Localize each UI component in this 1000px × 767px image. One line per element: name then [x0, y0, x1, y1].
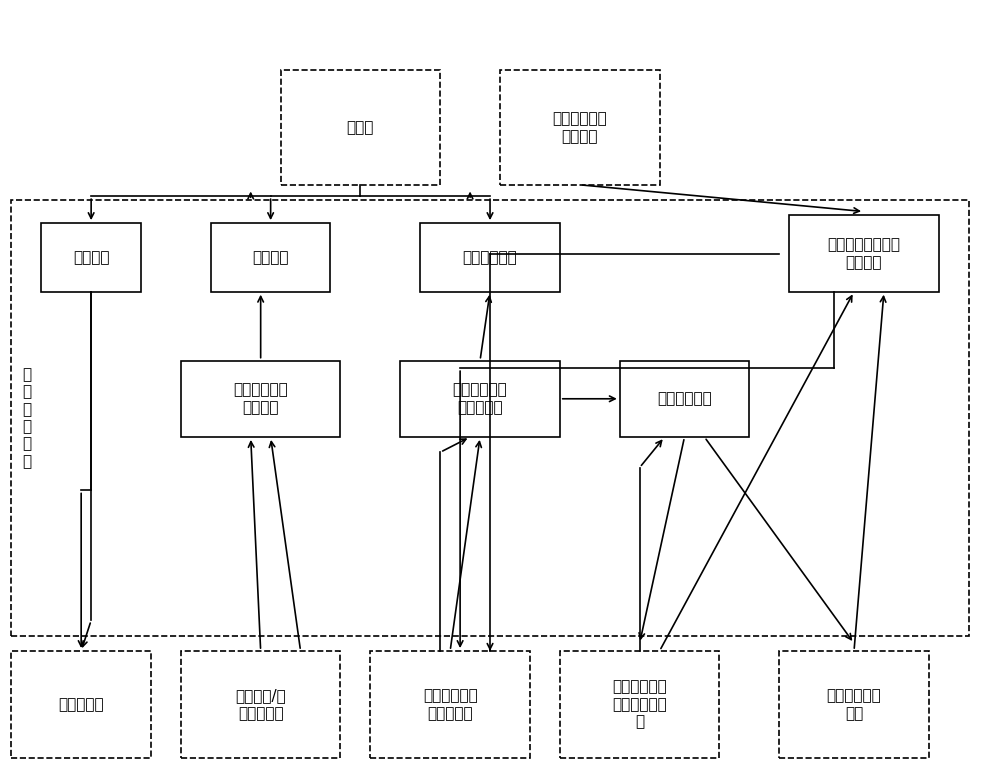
FancyBboxPatch shape: [560, 651, 719, 758]
Text: 驱动电路功率
管故障诊断模
块: 驱动电路功率 管故障诊断模 块: [612, 680, 667, 729]
FancyBboxPatch shape: [181, 651, 340, 758]
Text: 停机指令: 停机指令: [252, 250, 289, 265]
Text: 绕组故障诊断
模块: 绕组故障诊断 模块: [827, 688, 881, 721]
Text: 控制指令: 控制指令: [73, 250, 109, 265]
Text: 位置传感器故
障状态确认: 位置传感器故 障状态确认: [453, 383, 507, 415]
FancyBboxPatch shape: [789, 216, 939, 291]
Text: 自检测模块: 自检测模块: [58, 697, 104, 712]
FancyBboxPatch shape: [11, 200, 969, 636]
FancyBboxPatch shape: [281, 70, 440, 185]
Text: 电流电压位置信号
处理分配: 电流电压位置信号 处理分配: [827, 237, 900, 270]
Text: 综
合
控
制
模
块: 综 合 控 制 模 块: [22, 367, 31, 469]
FancyBboxPatch shape: [370, 651, 530, 758]
Text: 上位机: 上位机: [347, 120, 374, 135]
FancyBboxPatch shape: [500, 70, 660, 185]
FancyBboxPatch shape: [181, 360, 340, 437]
Text: 检测诊断结果
处理发送: 检测诊断结果 处理发送: [233, 383, 288, 415]
FancyBboxPatch shape: [420, 223, 560, 291]
FancyBboxPatch shape: [400, 360, 560, 437]
FancyBboxPatch shape: [211, 223, 330, 291]
Text: 直流电压/电
流检测模块: 直流电压/电 流检测模块: [235, 688, 286, 721]
Text: 位置传感器故
障诊断模块: 位置传感器故 障诊断模块: [423, 688, 478, 721]
Text: 模块关闭指令: 模块关闭指令: [657, 391, 712, 407]
Text: 无刷直流电机
控制模块: 无刷直流电机 控制模块: [552, 111, 607, 143]
FancyBboxPatch shape: [620, 360, 749, 437]
FancyBboxPatch shape: [779, 651, 929, 758]
FancyBboxPatch shape: [41, 223, 141, 291]
Text: 模块状态发送: 模块状态发送: [463, 250, 517, 265]
FancyBboxPatch shape: [11, 651, 151, 758]
